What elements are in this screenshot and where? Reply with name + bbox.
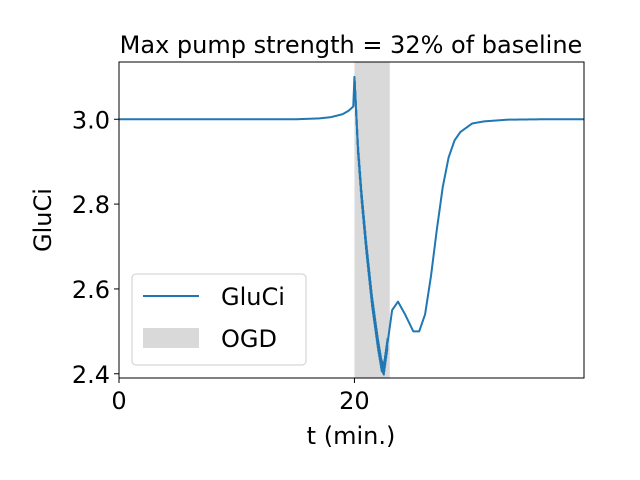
axes-frame — [118, 61, 585, 379]
legend-ogd-swatch — [143, 328, 199, 348]
y-tick-label: 2.4 — [72, 361, 110, 389]
y-tick-label: 2.6 — [72, 276, 110, 304]
legend-gluci-label: GluCi — [221, 283, 285, 311]
ogd-shaded-region — [354, 62, 390, 378]
x-tick-label: 0 — [111, 387, 126, 415]
legend-ogd-label: OGD — [221, 325, 277, 353]
x-tick-label: 20 — [339, 387, 370, 415]
y-axis-label: GluCi — [29, 188, 57, 252]
plot-area — [118, 62, 585, 378]
y-tick-label: 3.0 — [72, 106, 110, 134]
legend: GluCi OGD — [131, 273, 307, 366]
y-tick-label: 2.8 — [72, 191, 110, 219]
axis-ticks: 0 20 2.4 2.6 2.8 3.0 — [72, 106, 370, 415]
chart-title: Max pump strength = 32% of baseline — [120, 31, 583, 59]
x-axis-label: t (min.) — [307, 422, 396, 450]
series-line-gluci — [118, 75, 585, 376]
